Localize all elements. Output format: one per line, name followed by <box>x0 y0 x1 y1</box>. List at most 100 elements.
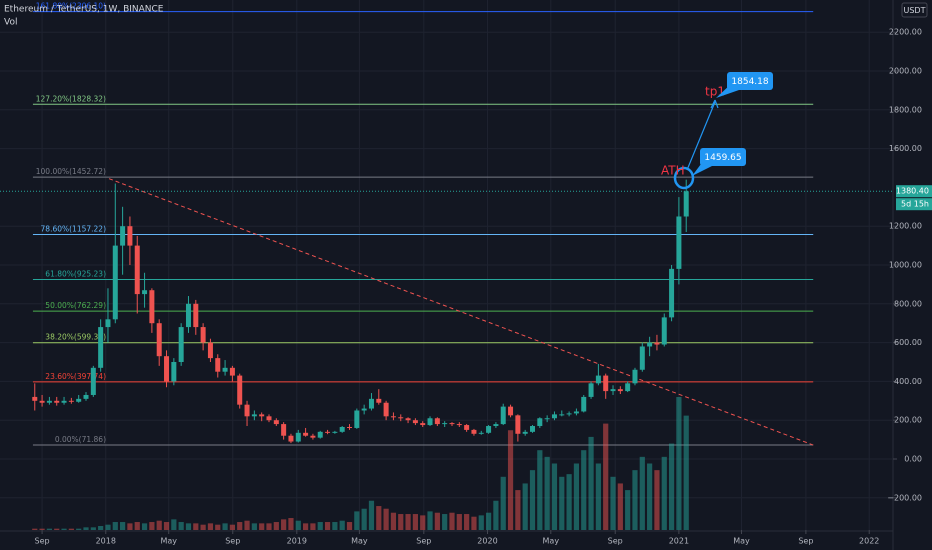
candle-body <box>61 400 67 403</box>
x-tick-label: Sep <box>416 537 431 546</box>
volume-bar <box>617 483 623 530</box>
candle-body <box>595 375 601 384</box>
volume-bar <box>537 450 543 530</box>
volume-bar <box>654 470 660 530</box>
candle-body <box>32 396 38 401</box>
candle-body <box>434 418 440 425</box>
volume-bar <box>559 476 565 530</box>
volume-bar <box>442 514 448 530</box>
candle-body <box>317 431 323 438</box>
candle-body <box>383 402 389 417</box>
volume-bar <box>244 520 250 530</box>
candle-body <box>98 327 104 368</box>
volume-bar <box>310 523 316 530</box>
volume-bar <box>427 511 433 530</box>
candle-body <box>361 408 367 411</box>
callout-box <box>700 148 746 166</box>
ath-circle <box>673 166 695 190</box>
candle-body <box>295 432 301 442</box>
volume-bar <box>456 514 462 530</box>
candle-body <box>676 216 682 269</box>
currency: USDT <box>904 6 926 15</box>
volume-bar <box>507 430 514 530</box>
candle-body <box>390 416 396 418</box>
currency-box <box>901 2 928 18</box>
fib-label: 50.00%(762.29) <box>45 301 106 310</box>
fib-label: 78.60%(1157.22) <box>41 224 107 233</box>
candle-body <box>654 342 660 345</box>
volume-bar <box>215 524 221 530</box>
candle-body <box>178 327 184 362</box>
candle-body <box>288 435 294 442</box>
candle-body <box>493 424 499 427</box>
candle-body <box>471 429 477 434</box>
x-tick-label: 2021 <box>669 537 689 546</box>
volume-bar <box>61 528 67 530</box>
candle-body <box>332 431 338 433</box>
volume-bar <box>68 528 74 530</box>
candle-body <box>134 245 140 295</box>
candle-body <box>603 375 609 392</box>
candle-body <box>68 400 74 402</box>
volume-bar <box>573 463 580 530</box>
y-tick-label: 0.00 <box>904 454 922 463</box>
volume-bar <box>632 470 638 530</box>
candle-body <box>617 389 623 392</box>
volume <box>32 397 689 530</box>
price-box <box>896 185 932 198</box>
candle-body <box>449 423 455 425</box>
callout-label: 1854.18 <box>731 77 768 87</box>
candle-body <box>639 346 645 370</box>
candle-body <box>522 431 528 434</box>
tp-arrow <box>686 101 716 171</box>
candle-body <box>581 396 587 412</box>
volume-bar <box>581 450 587 530</box>
volume-bar <box>178 522 184 530</box>
volume-bar <box>625 490 631 530</box>
x-tick-label: Sep <box>35 537 50 546</box>
volume-bar <box>200 524 206 530</box>
candle-body <box>112 245 118 320</box>
candle-body <box>185 303 191 328</box>
fib-label: 127.20%(1828.32) <box>36 94 106 103</box>
candle-body <box>164 356 170 382</box>
candle-body <box>442 423 448 425</box>
fib-label: 61.80%(925.23) <box>45 270 106 279</box>
volume-bar <box>141 523 148 530</box>
candle-body <box>325 431 331 433</box>
candle-body <box>420 423 426 426</box>
volume-bar <box>493 500 499 530</box>
candle-body <box>266 416 272 421</box>
volume-bar <box>368 500 375 530</box>
candle-body <box>632 369 638 384</box>
candle-body <box>120 226 126 246</box>
y-tick-label: 800.00 <box>894 299 922 308</box>
y-tick-label: 1800.00 <box>889 105 922 114</box>
volume-bar <box>471 516 477 530</box>
chart-title: Ethereum / TetherUS, 1W, BINANCE <box>4 5 164 15</box>
volume-bar <box>222 523 228 530</box>
callout-box <box>727 72 773 90</box>
volume-bar <box>39 528 45 530</box>
candle-body <box>515 415 521 434</box>
candle-body <box>244 404 250 417</box>
volume-bar <box>346 522 353 530</box>
candle-body <box>222 367 228 372</box>
y-tick-label: −200.00 <box>887 493 922 502</box>
candle-body <box>339 426 345 432</box>
candle-body <box>46 400 52 403</box>
volume-bar <box>207 523 214 530</box>
volume-bar <box>434 512 440 530</box>
volume-bar <box>332 522 338 530</box>
y-tick-label: 1200.00 <box>889 222 922 231</box>
volume-bar <box>54 528 60 530</box>
candle-body <box>661 317 667 345</box>
candle-body <box>530 426 536 432</box>
volume-bar <box>163 522 170 530</box>
volume-bar <box>317 522 323 530</box>
fib-label: 161.80%(2306.10) <box>36 2 106 11</box>
volume-bar <box>464 514 470 530</box>
volume-bar <box>668 443 675 530</box>
volume-bar <box>288 518 294 530</box>
volume-bar <box>522 483 528 530</box>
